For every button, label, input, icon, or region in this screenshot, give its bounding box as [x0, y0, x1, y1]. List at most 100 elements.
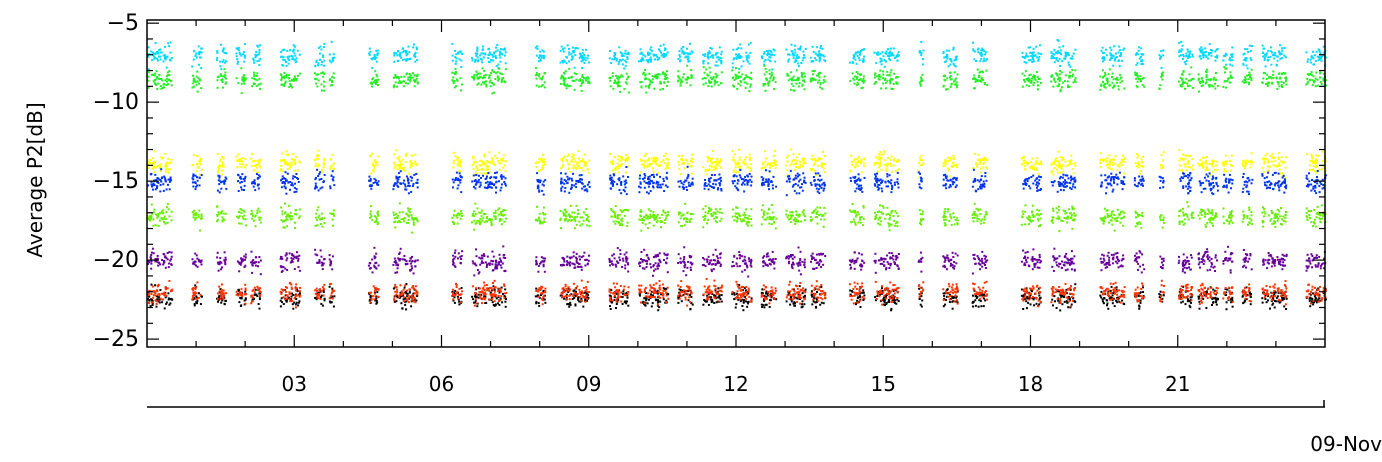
data-point — [1053, 180, 1056, 183]
data-point — [155, 70, 158, 73]
data-point — [1031, 157, 1034, 160]
data-point — [1178, 169, 1181, 172]
data-point — [890, 87, 893, 90]
data-point — [624, 52, 627, 55]
series-2 — [147, 148, 1327, 179]
data-point — [492, 55, 494, 58]
data-point — [804, 48, 807, 50]
data-point — [255, 173, 258, 175]
data-point — [1036, 157, 1039, 160]
data-point — [1104, 73, 1107, 76]
data-point — [285, 73, 288, 76]
data-point — [280, 74, 283, 77]
data-point — [1067, 52, 1070, 55]
data-point — [292, 44, 295, 47]
data-point — [1161, 74, 1163, 77]
data-point — [664, 184, 667, 187]
data-point — [732, 84, 735, 87]
data-point — [794, 177, 797, 180]
data-point — [1315, 171, 1318, 174]
data-point — [1023, 74, 1026, 77]
data-point — [952, 80, 955, 83]
data-point — [1319, 56, 1322, 59]
data-point — [317, 79, 320, 82]
data-point — [1206, 68, 1209, 71]
data-point — [411, 176, 414, 179]
data-point — [802, 50, 805, 53]
data-point — [219, 65, 222, 68]
data-point — [456, 187, 459, 190]
data-point — [471, 75, 474, 78]
data-point — [483, 80, 486, 83]
data-point — [764, 180, 767, 183]
data-point — [192, 58, 195, 61]
data-point — [286, 172, 289, 175]
data-point — [733, 79, 736, 82]
data-point — [662, 159, 665, 162]
data-point — [734, 163, 737, 166]
data-point — [1062, 189, 1065, 192]
data-point — [164, 178, 167, 181]
data-point — [1249, 50, 1252, 52]
data-point — [452, 186, 454, 189]
data-point — [1307, 185, 1310, 188]
data-point — [197, 166, 200, 169]
data-point — [666, 186, 669, 189]
data-point — [658, 49, 661, 52]
data-point — [195, 83, 198, 86]
data-point — [398, 160, 401, 163]
data-point — [973, 58, 976, 61]
data-point — [330, 40, 333, 43]
data-point — [243, 56, 246, 59]
data-point — [256, 60, 259, 63]
data-point — [656, 185, 659, 188]
data-point — [745, 163, 748, 166]
data-point — [982, 185, 985, 187]
data-point — [738, 148, 741, 151]
data-point — [1064, 54, 1067, 57]
data-point — [166, 221, 169, 224]
data-point — [774, 167, 777, 170]
data-point — [169, 41, 172, 44]
data-point — [975, 161, 978, 164]
data-point — [1264, 55, 1267, 58]
data-point — [240, 67, 243, 70]
data-point — [810, 183, 813, 186]
data-point — [1204, 187, 1207, 190]
data-point — [1115, 52, 1117, 55]
data-point — [1142, 155, 1145, 158]
data-point — [1222, 163, 1225, 166]
data-point — [1071, 57, 1074, 60]
data-point — [166, 71, 169, 74]
data-point — [707, 85, 710, 87]
data-point — [1201, 48, 1204, 51]
data-point — [921, 63, 924, 66]
data-point — [405, 152, 408, 155]
data-point — [769, 77, 772, 80]
data-point — [622, 175, 625, 178]
data-point — [1107, 163, 1109, 166]
data-point — [330, 61, 333, 64]
data-point — [1266, 158, 1269, 161]
data-point — [686, 78, 689, 81]
data-point — [481, 160, 484, 163]
data-point — [878, 179, 881, 182]
data-point — [153, 211, 155, 214]
data-point — [323, 159, 326, 162]
data-point — [1141, 63, 1144, 66]
data-point — [1033, 77, 1036, 80]
data-point — [1267, 49, 1270, 52]
data-point — [1305, 185, 1308, 188]
data-point — [921, 79, 924, 82]
data-point — [662, 180, 665, 183]
data-point — [284, 182, 286, 185]
data-point — [886, 79, 889, 82]
data-point — [376, 52, 379, 55]
data-point — [195, 75, 198, 78]
data-point — [1187, 176, 1190, 179]
data-point — [152, 188, 154, 191]
data-point — [657, 58, 660, 61]
data-point — [504, 51, 507, 54]
data-point — [1102, 160, 1105, 163]
data-point — [216, 50, 219, 53]
